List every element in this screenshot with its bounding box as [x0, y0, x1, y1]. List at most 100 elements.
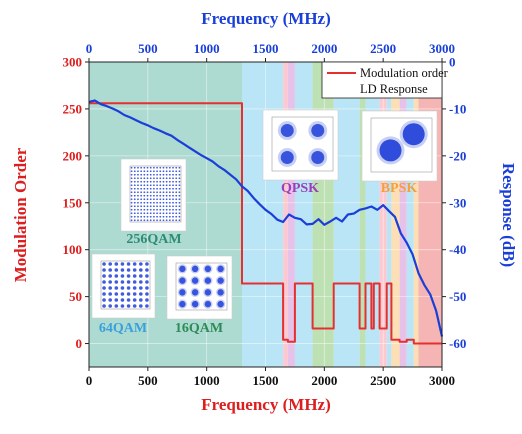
constellation-point — [204, 289, 212, 296]
constellation-point — [133, 180, 136, 183]
constellation-point — [165, 173, 168, 176]
constellation-point — [379, 139, 402, 162]
constellation-point — [146, 170, 149, 173]
constellation-point — [133, 198, 136, 201]
constellation-point — [165, 184, 168, 187]
constellation-point — [149, 187, 152, 190]
constellation-point — [133, 184, 136, 187]
constellation-point — [102, 280, 106, 284]
constellation-point — [172, 194, 174, 197]
bottom-tick-label: 1500 — [253, 373, 279, 388]
constellation-point — [108, 280, 112, 284]
constellation-point — [130, 201, 133, 204]
constellation-point — [175, 201, 178, 204]
constellation-point — [159, 208, 162, 211]
constellation-point — [402, 123, 425, 146]
constellation-point — [156, 187, 158, 190]
constellation-point — [133, 208, 136, 211]
constellation-point — [102, 268, 106, 272]
constellation-point — [172, 180, 174, 183]
constellation-point — [204, 300, 212, 308]
constellation-point — [139, 286, 143, 290]
constellation-point — [168, 205, 171, 208]
constellation-point — [156, 208, 158, 211]
constellation-point — [143, 180, 146, 183]
constellation-point — [132, 268, 137, 272]
right-tick-label: -60 — [449, 336, 466, 351]
constellation-point — [153, 212, 155, 215]
constellation-point — [178, 184, 181, 187]
constellation-spread — [215, 275, 226, 286]
constellation-point — [179, 300, 186, 308]
constellation-point — [162, 187, 165, 190]
constellation-point — [191, 265, 199, 273]
constellation-point — [114, 304, 119, 308]
constellation-spread — [177, 287, 188, 298]
constellation-spread — [177, 299, 188, 309]
constellation-point — [168, 177, 171, 180]
constellation-point — [159, 191, 162, 194]
constellation-point — [146, 191, 149, 194]
constellation-point — [126, 304, 131, 308]
constellation-point — [114, 280, 119, 284]
constellation-point — [145, 286, 149, 290]
constellation-point — [168, 215, 171, 218]
constellation-point — [133, 194, 136, 197]
constellation-point — [108, 268, 112, 272]
constellation-point — [178, 191, 181, 194]
constellation-point — [137, 219, 139, 222]
constellation-point — [114, 286, 119, 290]
constellation-point — [217, 300, 224, 308]
constellation-point — [132, 274, 137, 278]
constellation-point — [149, 166, 152, 169]
inset-qpsk — [262, 109, 339, 181]
inset-axes — [129, 165, 182, 223]
band — [312, 62, 334, 367]
constellation-point — [162, 215, 165, 218]
band — [413, 62, 419, 367]
constellation-point — [140, 191, 143, 194]
constellation-point — [140, 177, 143, 180]
constellation-point — [172, 219, 174, 222]
constellation-point — [130, 219, 133, 222]
constellation-point — [159, 194, 162, 197]
constellation-point — [153, 180, 155, 183]
constellation-point — [146, 177, 149, 180]
right-tick-label: -50 — [449, 289, 466, 304]
constellation-spread — [277, 148, 297, 167]
constellation-point — [159, 187, 162, 190]
constellation-point — [175, 212, 178, 215]
right-tick-label: -20 — [449, 148, 466, 163]
constellation-point — [175, 184, 178, 187]
constellation-point — [153, 184, 155, 187]
constellation-point — [204, 265, 212, 273]
constellation-point — [139, 292, 143, 296]
constellation-point — [133, 215, 136, 218]
right-tick-label: 0 — [449, 55, 456, 70]
constellation-point — [140, 201, 143, 204]
constellation-point — [145, 304, 149, 308]
constellation-spread — [215, 264, 226, 274]
constellation-point — [102, 274, 106, 278]
constellation-point — [140, 205, 143, 208]
inset-label: 16QAM — [175, 321, 223, 336]
constellation-point — [140, 184, 143, 187]
constellation-point — [165, 180, 168, 183]
constellation-point — [159, 180, 162, 183]
band — [365, 62, 380, 367]
top-tick-label: 1500 — [253, 41, 279, 56]
constellation-point — [149, 177, 152, 180]
constellation-point — [143, 187, 146, 190]
constellation-point — [178, 187, 181, 190]
constellation-point — [162, 212, 165, 215]
constellation-point — [120, 304, 125, 308]
constellation-point — [178, 215, 181, 218]
constellation-point — [137, 177, 139, 180]
constellation-point — [175, 219, 178, 222]
constellation-point — [120, 292, 125, 296]
constellation-point — [145, 298, 149, 302]
constellation-point — [146, 215, 149, 218]
constellation-point — [172, 177, 174, 180]
constellation-point — [102, 286, 106, 290]
